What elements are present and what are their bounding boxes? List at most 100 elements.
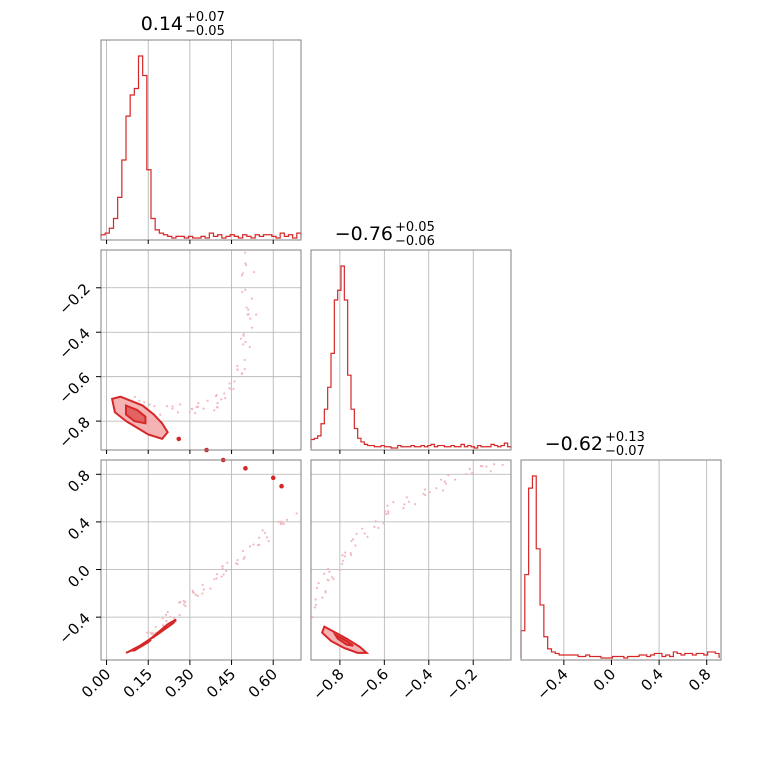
scatter-panel-2-0-sample-point [258, 543, 261, 546]
scatter-panel-2-1-sample-point [324, 590, 327, 593]
scatter-panel-2-0-sample-point [161, 616, 164, 620]
hist-panel-0-frame [100, 39, 302, 241]
scatter-panel-2-1-sample-point [444, 482, 448, 485]
scatter-panel-2-0-sample-point [226, 561, 229, 564]
x-tick-label-2-2: 0.4 [637, 665, 667, 695]
scatter-panel-2-0-sample-point [184, 605, 187, 608]
scatter-panel-2-1-sample-point [349, 551, 352, 555]
scatter-panel-1-0-outlier-point [176, 436, 182, 442]
scatter-panel-2-0-sample-point [169, 615, 172, 618]
scatter-panel-1-0-sample-point [232, 387, 235, 391]
scatter-panel-2-1-sample-point [428, 491, 431, 494]
hist-panel-2 [520, 459, 722, 661]
scatter-panel-2-0-contour-inner [131, 638, 152, 652]
y-tick-label-1-0: −0.8 [55, 413, 93, 451]
scatter-panel-2-1-sample-point [374, 520, 377, 523]
scatter-panel-2-0-sample-point [282, 522, 285, 526]
scatter-panel-2-0-sample-point [166, 611, 169, 614]
x-tick-label-0-2: 0.30 [161, 665, 197, 701]
scatter-panel-2-1-sample-point [454, 478, 457, 481]
scatter-panel-2-0-sample-point [252, 543, 255, 546]
scatter-panel-2-1-frame [310, 459, 512, 661]
scatter-panel-2-1-sample-point [314, 603, 318, 606]
scatter-panel-1-0-sample-point [197, 405, 200, 408]
scatter-panel-2-0-sample-point [220, 575, 223, 578]
scatter-panel-2-0-sample-point [248, 545, 252, 548]
scatter-panel-1-0-sample-point [153, 405, 156, 408]
scatter-panel-2-1-sample-point [328, 570, 331, 573]
scatter-panel-2-0-sample-point [161, 624, 165, 627]
scatter-panel-2-1-sample-point [386, 504, 389, 507]
scatter-panel-2-1-sample-point [363, 532, 366, 535]
scatter-panel-2-1-sample-point [485, 465, 488, 468]
scatter-panel-1-0-sample-point [255, 313, 258, 316]
scatter-panel-2-0-sample-point [265, 536, 268, 539]
hist-panel-1 [310, 249, 512, 451]
scatter-panel-2-0-sample-point [243, 556, 246, 559]
scatter-panel-1-0-sample-point [233, 380, 236, 383]
scatter-panel-1-0-sample-point [240, 274, 244, 277]
scatter-panel-1-0-sample-point [242, 343, 245, 346]
scatter-panel-2-0-sample-point [285, 518, 289, 521]
scatter-panel-1-0-sample-point [248, 345, 251, 348]
scatter-panel-2-0-outlier-point [270, 475, 276, 481]
scatter-panel-2-1-sample-point [314, 598, 317, 601]
title-minus-1: −0.06 [395, 234, 435, 249]
scatter-panel-2-1-sample-point [342, 559, 345, 562]
scatter-panel-2-1-sample-point [493, 463, 496, 466]
y-tick-label-2-2: 0.4 [64, 514, 94, 544]
param-title-1: −0.76 +0.05−0.06 [335, 220, 435, 249]
y-tick-label-2-3: 0.8 [64, 466, 94, 496]
scatter-panel-2-1-sample-point [435, 487, 438, 490]
scatter-panel-1-0-sample-point [242, 334, 245, 337]
scatter-panel-1-0-sample-point [247, 313, 250, 316]
scatter-panel-2-0-sample-point [201, 592, 204, 595]
y-tick-label-1-2: −0.4 [55, 324, 93, 362]
scatter-panel-1-0-sample-point [245, 306, 248, 309]
scatter-panel-2-1-sample-point [330, 576, 334, 579]
scatter-panel-1-0-sample-point [165, 404, 169, 408]
y-tick-label-1-3: −0.2 [55, 280, 93, 318]
scatter-panel-1-0-contour-inner [125, 404, 147, 425]
x-tick-label-0-0: 0.00 [78, 665, 114, 701]
title-median-2: −0.62 [545, 433, 603, 455]
scatter-panel-2-1-sample-point [327, 567, 330, 570]
scatter-panel-1-0-sample-point [191, 407, 194, 410]
scatter-panel-2-1-sample-point [422, 492, 425, 495]
scatter-panel-1-0-sample-point [250, 297, 253, 300]
scatter-panel-2-1-sample-point [385, 512, 388, 516]
title-plus-2: +0.13 [605, 430, 645, 445]
hist-panel-1-frame [310, 249, 512, 451]
y-tick-label-2-1: 0.0 [64, 562, 94, 592]
scatter-panel-1-0-sample-point [215, 393, 218, 397]
title-median-0: 0.14 [141, 13, 183, 35]
hist-panel-0 [100, 39, 302, 241]
scatter-panel-1-0-sample-point [224, 396, 227, 400]
scatter-panel-2-1-sample-point [354, 544, 357, 547]
scatter-panel-2-0-frame [100, 459, 302, 661]
scatter-panel-2-0-sample-point [277, 520, 280, 523]
scatter-panel-2-0-background [101, 460, 301, 660]
scatter-panel-2-1-sample-point [468, 467, 471, 471]
scatter-panel-1-0-sample-point [213, 409, 216, 412]
scatter-panel-2-0-outlier-point [279, 483, 284, 489]
scatter-panel-2-1-sample-point [403, 503, 406, 506]
scatter-panel-1-0-sample-point [241, 272, 245, 275]
scatter-panel-2-0-sample-point [191, 589, 194, 592]
scatter-panel-1-0-sample-point [171, 407, 174, 410]
x-tick-label-0-4: 0.60 [245, 665, 281, 701]
scatter-panel-2-1-sample-point [351, 538, 355, 541]
scatter-panel-1-0-sample-point [171, 405, 174, 408]
scatter-panel-1-0-sample-point [197, 402, 200, 405]
scatter-panel-1-0-sample-point [242, 332, 245, 336]
scatter-panel-2-1-sample-point [315, 586, 319, 590]
scatter-panel-1-0-sample-point [215, 405, 219, 409]
scatter-panel-2-1-sample-point [465, 472, 468, 476]
scatter-panel-2-1-sample-point [387, 512, 390, 515]
scatter-panel-1-0-sample-point [206, 399, 209, 402]
scatter-panel-1-0-sample-point [228, 386, 231, 390]
scatter-panel-2-1-sample-point [387, 510, 390, 513]
param-title-2: −0.62 +0.13−0.07 [545, 430, 645, 459]
x-tick-label-1-3: −0.2 [443, 665, 481, 703]
